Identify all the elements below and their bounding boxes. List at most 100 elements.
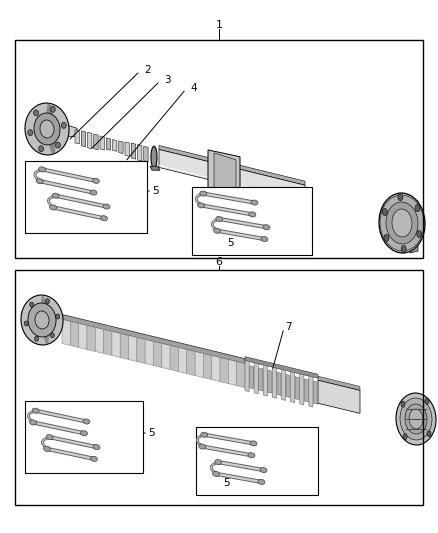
- Polygon shape: [178, 348, 187, 374]
- Ellipse shape: [34, 110, 39, 116]
- Ellipse shape: [46, 434, 53, 440]
- Polygon shape: [112, 332, 120, 358]
- Polygon shape: [137, 337, 145, 364]
- Polygon shape: [119, 141, 123, 154]
- Ellipse shape: [24, 321, 28, 326]
- Polygon shape: [159, 149, 305, 203]
- Ellipse shape: [263, 225, 270, 230]
- Polygon shape: [125, 142, 129, 156]
- Polygon shape: [100, 136, 104, 150]
- Ellipse shape: [50, 333, 54, 338]
- Polygon shape: [212, 356, 220, 382]
- Ellipse shape: [28, 130, 33, 135]
- Polygon shape: [145, 340, 153, 366]
- Polygon shape: [144, 146, 148, 162]
- Ellipse shape: [46, 103, 56, 155]
- Polygon shape: [245, 361, 249, 392]
- Polygon shape: [263, 365, 267, 396]
- Polygon shape: [314, 381, 318, 404]
- Ellipse shape: [35, 311, 49, 329]
- Polygon shape: [245, 357, 318, 378]
- Ellipse shape: [392, 209, 412, 237]
- Polygon shape: [295, 377, 299, 400]
- Ellipse shape: [249, 212, 256, 217]
- Polygon shape: [237, 361, 245, 387]
- Ellipse shape: [52, 193, 59, 198]
- Ellipse shape: [398, 193, 403, 200]
- Polygon shape: [195, 352, 203, 377]
- Bar: [15, 270, 423, 505]
- Polygon shape: [71, 321, 79, 348]
- Ellipse shape: [401, 245, 406, 253]
- Text: 5: 5: [152, 186, 159, 196]
- Bar: [192, 187, 312, 255]
- Ellipse shape: [427, 431, 431, 437]
- Ellipse shape: [39, 167, 46, 172]
- Ellipse shape: [199, 444, 205, 449]
- Ellipse shape: [417, 230, 422, 238]
- Ellipse shape: [100, 216, 107, 221]
- Text: 6: 6: [215, 257, 223, 267]
- Polygon shape: [55, 121, 77, 137]
- Text: 1: 1: [215, 20, 223, 30]
- Polygon shape: [94, 134, 98, 150]
- Polygon shape: [214, 153, 236, 192]
- Polygon shape: [250, 366, 254, 389]
- Ellipse shape: [409, 409, 423, 429]
- Ellipse shape: [396, 393, 436, 445]
- Polygon shape: [304, 379, 308, 402]
- Bar: [15, 40, 423, 258]
- Polygon shape: [159, 146, 305, 185]
- Ellipse shape: [35, 336, 39, 341]
- Polygon shape: [300, 374, 304, 405]
- Ellipse shape: [39, 146, 44, 152]
- Polygon shape: [150, 166, 160, 170]
- Ellipse shape: [260, 467, 267, 473]
- Ellipse shape: [403, 434, 407, 440]
- Ellipse shape: [248, 453, 255, 458]
- Ellipse shape: [61, 123, 66, 128]
- Ellipse shape: [382, 208, 387, 215]
- Ellipse shape: [250, 441, 257, 446]
- Polygon shape: [81, 131, 85, 147]
- Ellipse shape: [251, 200, 258, 205]
- Ellipse shape: [215, 459, 222, 465]
- Ellipse shape: [400, 398, 432, 440]
- Polygon shape: [62, 319, 71, 345]
- Text: 5: 5: [148, 428, 155, 438]
- Polygon shape: [410, 199, 418, 253]
- Polygon shape: [153, 342, 162, 368]
- Polygon shape: [282, 369, 286, 400]
- Polygon shape: [220, 358, 228, 384]
- Polygon shape: [259, 368, 263, 391]
- Ellipse shape: [386, 202, 418, 244]
- Ellipse shape: [216, 216, 223, 221]
- Ellipse shape: [415, 205, 420, 212]
- Polygon shape: [87, 326, 95, 351]
- Text: 3: 3: [164, 75, 171, 85]
- Polygon shape: [128, 335, 137, 361]
- Polygon shape: [104, 329, 112, 356]
- Ellipse shape: [93, 445, 100, 450]
- Ellipse shape: [103, 204, 110, 209]
- Polygon shape: [203, 353, 212, 379]
- Ellipse shape: [261, 237, 268, 241]
- Text: 4: 4: [190, 83, 197, 93]
- Text: 5: 5: [227, 238, 233, 248]
- Ellipse shape: [200, 191, 207, 196]
- Polygon shape: [318, 376, 360, 390]
- Polygon shape: [318, 380, 360, 414]
- Ellipse shape: [32, 408, 39, 413]
- Ellipse shape: [92, 178, 99, 183]
- Ellipse shape: [49, 205, 57, 210]
- Ellipse shape: [21, 295, 63, 345]
- Ellipse shape: [258, 479, 265, 484]
- Ellipse shape: [30, 302, 34, 307]
- Polygon shape: [309, 376, 313, 407]
- Polygon shape: [88, 132, 92, 149]
- Polygon shape: [113, 140, 117, 151]
- Ellipse shape: [83, 419, 90, 424]
- Ellipse shape: [25, 103, 69, 155]
- Ellipse shape: [50, 106, 55, 112]
- Ellipse shape: [201, 432, 208, 437]
